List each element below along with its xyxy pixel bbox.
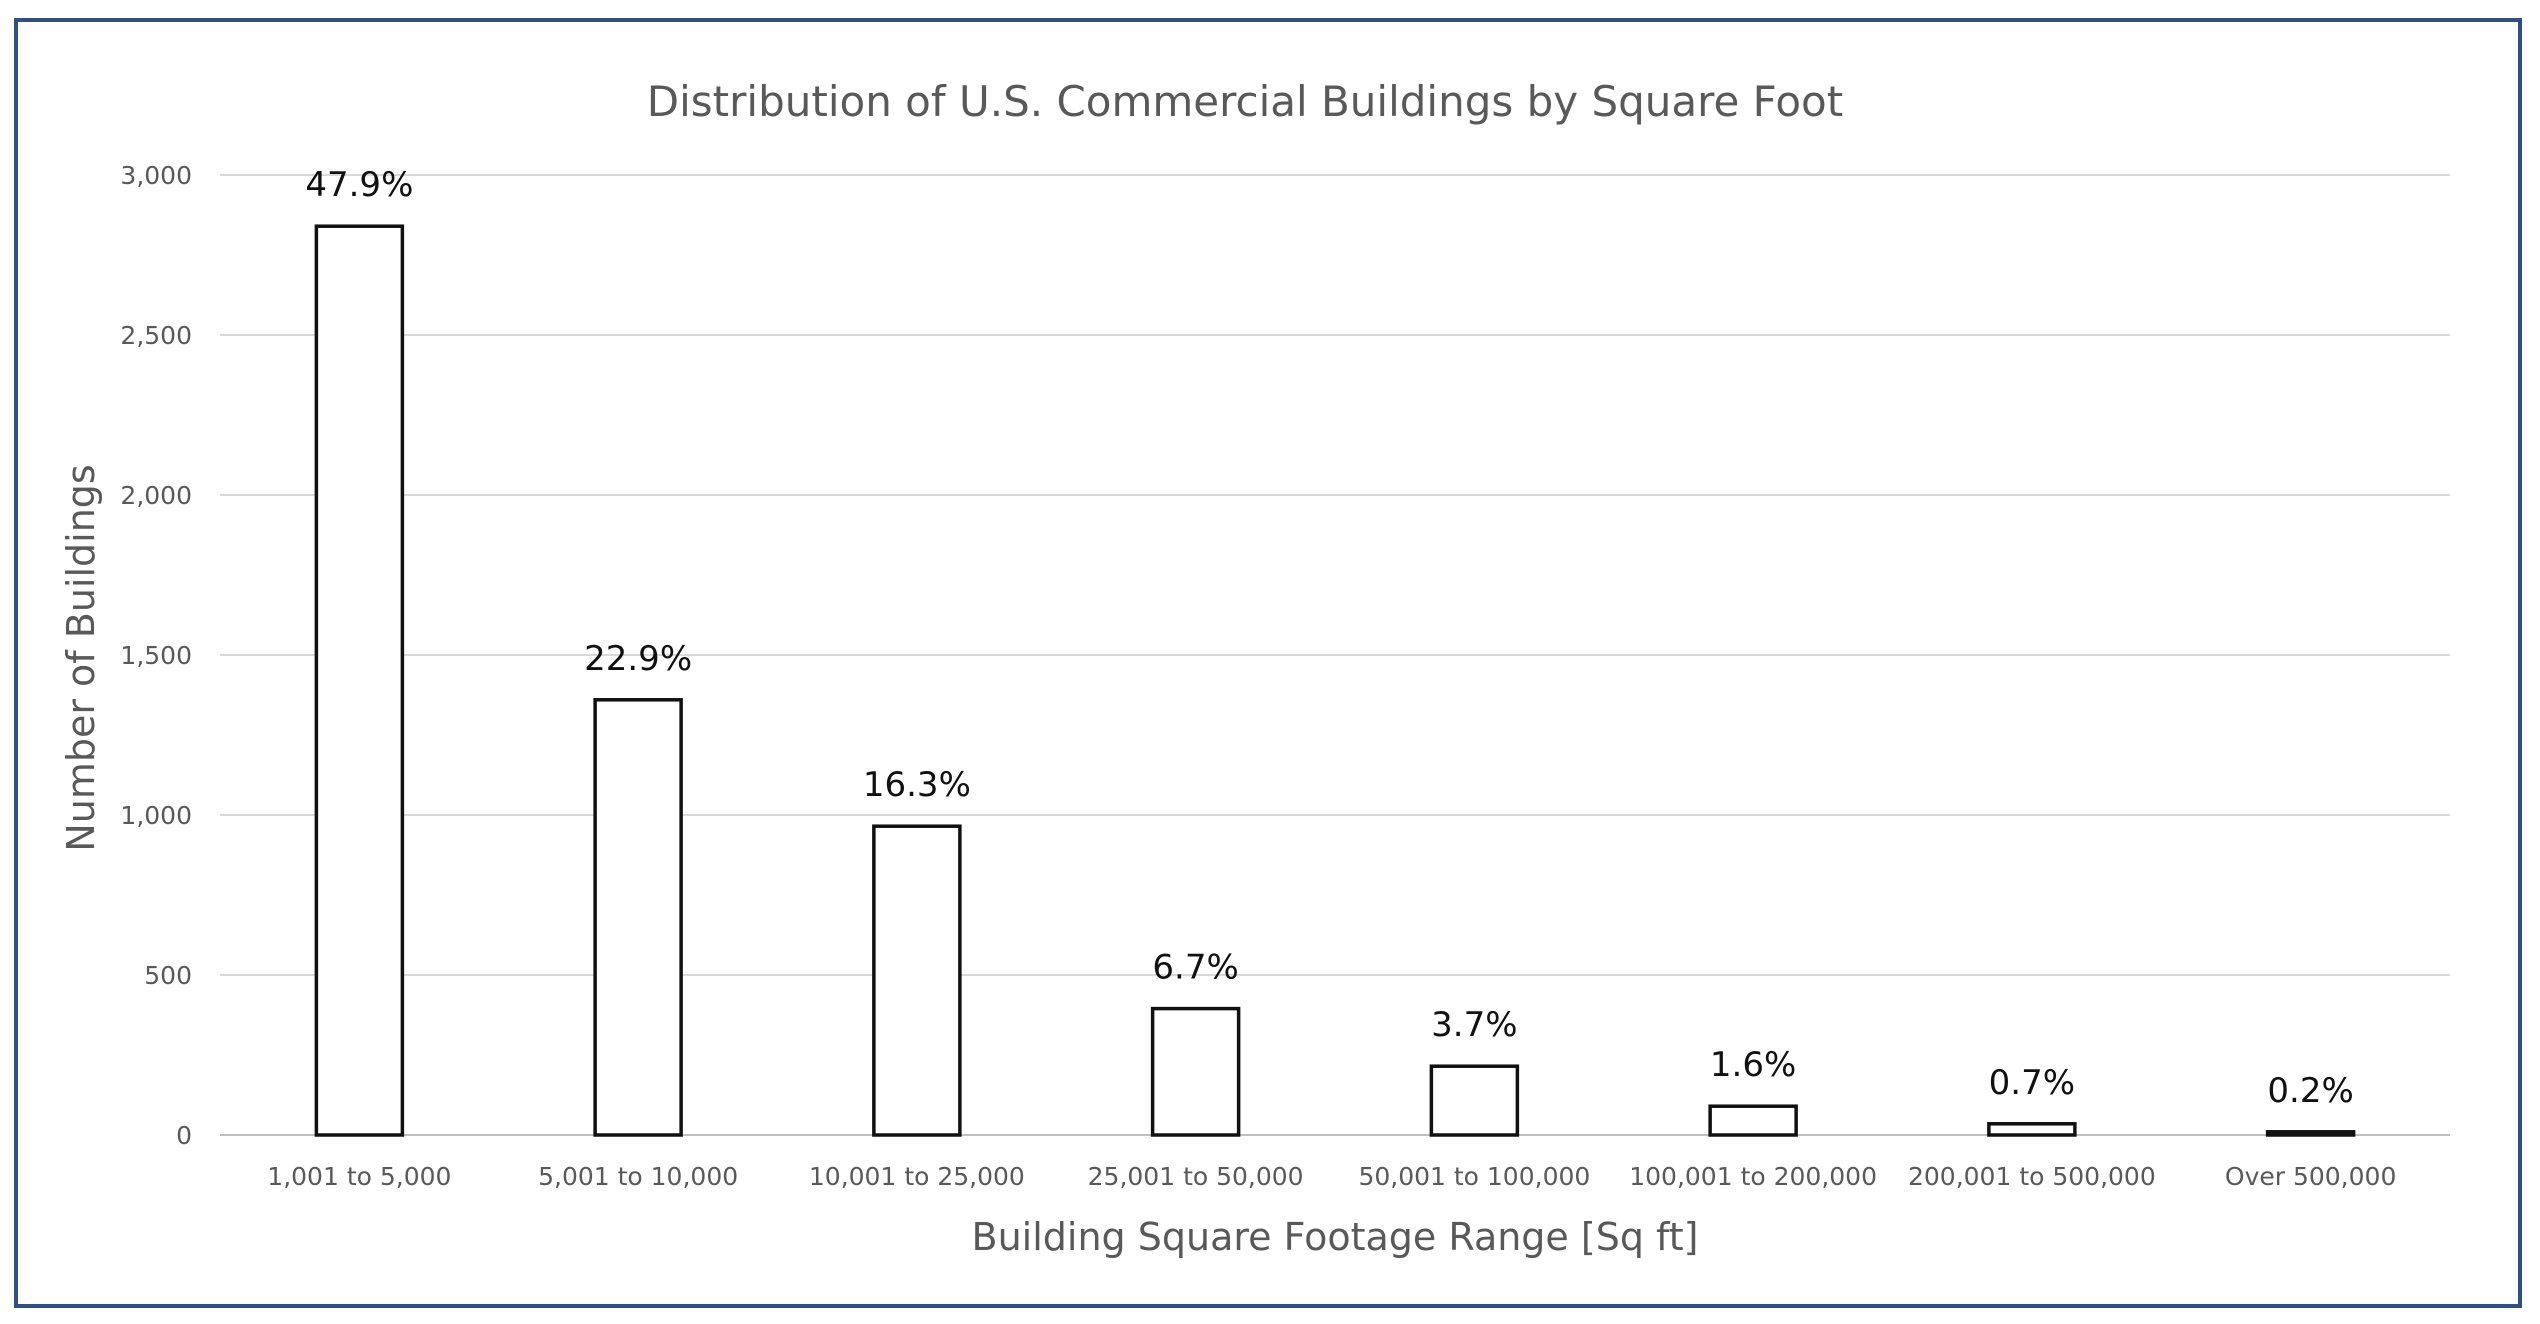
x-tick-label: 1,001 to 5,000 (267, 1162, 451, 1191)
data-label: 1.6% (1710, 1045, 1796, 1085)
x-tick-label: Over 500,000 (2225, 1162, 2396, 1191)
chart-title: Distribution of U.S. Commercial Building… (647, 77, 1843, 126)
bar (1150, 1006, 1241, 1137)
y-tick-label: 1,500 (120, 641, 192, 670)
y-tick-label: 1,000 (120, 801, 192, 830)
y-tick-label: 3,000 (120, 161, 192, 190)
y-axis-ticks: 0 500 1,000 1,500 2,000 2,500 3,000 (120, 161, 192, 1150)
y-tick-label: 500 (144, 961, 192, 990)
bar (2265, 1130, 2356, 1137)
y-tick-label: 0 (176, 1121, 192, 1150)
y-tick-label: 2,000 (120, 481, 192, 510)
y-tick-label: 2,500 (120, 321, 192, 350)
data-label: 6.7% (1152, 948, 1238, 988)
y-axis-title: Number of Buildings (59, 464, 103, 851)
bar (1429, 1064, 1520, 1137)
x-tick-label: 10,001 to 25,000 (809, 1162, 1025, 1191)
data-label: 22.9% (584, 639, 692, 679)
x-tick-label: 200,001 to 500,000 (1908, 1162, 2156, 1191)
bar (1708, 1104, 1798, 1137)
bar (314, 224, 405, 1137)
x-tick-label: 5,001 to 10,000 (538, 1162, 738, 1191)
chart-frame (14, 18, 2522, 1308)
gridlines (220, 174, 2450, 1136)
x-axis-ticks: 1,001 to 5,000 5,001 to 10,000 10,001 to 2… (267, 1162, 2396, 1191)
data-label: 0.7% (1989, 1063, 2075, 1103)
x-axis-title: Building Square Footage Range [Sq ft] (972, 1215, 1699, 1259)
x-tick-label: 100,001 to 200,000 (1629, 1162, 1877, 1191)
data-label: 3.7% (1431, 1005, 1517, 1045)
bar (872, 824, 962, 1137)
bar (1987, 1122, 2077, 1137)
data-label: 16.3% (863, 765, 971, 805)
x-tick-label: 25,001 to 50,000 (1088, 1162, 1304, 1191)
bar (593, 698, 683, 1137)
data-label: 0.2% (2267, 1071, 2353, 1111)
data-label: 47.9% (305, 165, 413, 205)
x-tick-label: 50,001 to 100,000 (1358, 1162, 1590, 1191)
data-labels: 47.9% 22.9% 16.3% 6.7% 3.7% 1.6% 0.7% 0.2% (305, 165, 2353, 1111)
bars (314, 224, 2356, 1137)
